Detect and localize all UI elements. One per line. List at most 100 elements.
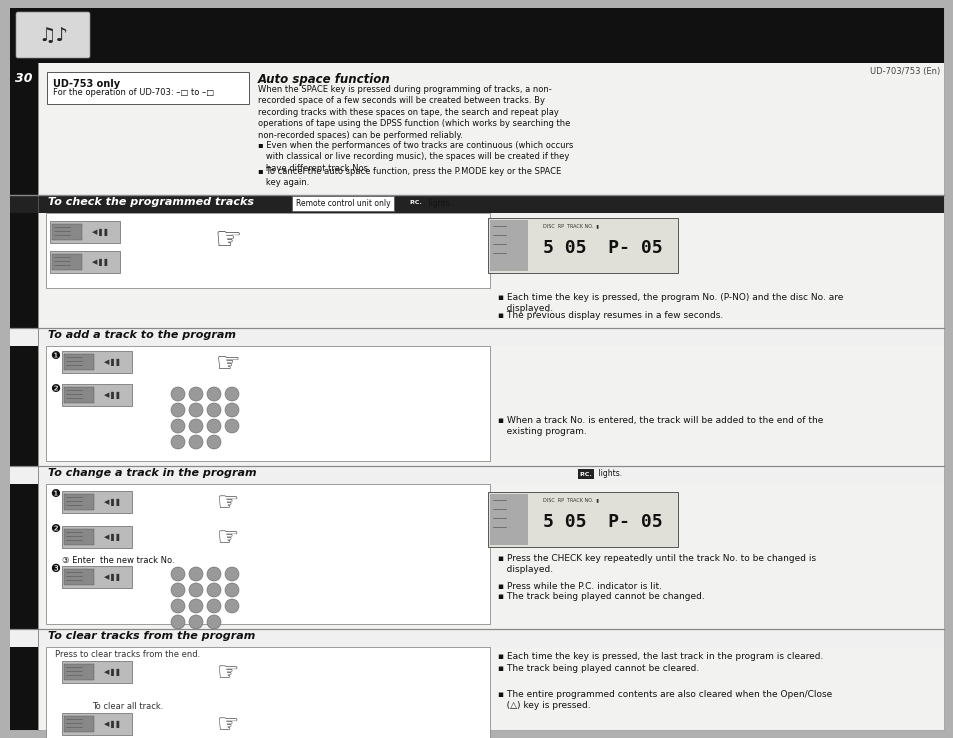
Bar: [46, 346, 490, 461]
Bar: [10, 466, 943, 484]
Text: ❷: ❷: [50, 384, 60, 394]
Circle shape: [189, 615, 203, 629]
Circle shape: [189, 567, 203, 581]
Circle shape: [171, 583, 185, 597]
Text: lights.: lights.: [426, 199, 452, 207]
Bar: [64, 569, 94, 585]
Circle shape: [225, 403, 239, 417]
Bar: [50, 221, 120, 243]
Bar: [62, 713, 132, 735]
Bar: [64, 387, 94, 403]
Text: To change a track in the program: To change a track in the program: [48, 468, 256, 478]
Text: P.C.: P.C.: [409, 201, 422, 205]
Text: 30: 30: [15, 72, 32, 84]
Text: ◀▐▐: ◀▐▐: [91, 258, 108, 266]
Text: ◀▐▐: ◀▐▐: [104, 720, 120, 728]
Bar: [50, 251, 120, 273]
Text: ◀▐▐: ◀▐▐: [104, 498, 120, 506]
Text: ◀▐▐: ◀▐▐: [104, 359, 120, 365]
Circle shape: [171, 615, 185, 629]
Bar: [490, 494, 527, 545]
Text: To clear all track.: To clear all track.: [92, 702, 164, 711]
Circle shape: [189, 387, 203, 401]
Bar: [10, 629, 943, 647]
Bar: [62, 566, 132, 588]
Circle shape: [171, 567, 185, 581]
Circle shape: [207, 403, 221, 417]
Circle shape: [225, 567, 239, 581]
Circle shape: [225, 387, 239, 401]
Bar: [10, 8, 943, 63]
Bar: [10, 328, 943, 346]
Circle shape: [207, 567, 221, 581]
Bar: [62, 661, 132, 683]
Bar: [64, 529, 94, 545]
Bar: [46, 647, 490, 738]
Text: ③ Enter  the new track No.: ③ Enter the new track No.: [62, 556, 174, 565]
Circle shape: [189, 419, 203, 433]
Text: ☞: ☞: [216, 713, 239, 737]
Bar: [64, 354, 94, 370]
Circle shape: [171, 435, 185, 449]
Circle shape: [207, 435, 221, 449]
Text: ◀▐▐: ◀▐▐: [104, 534, 120, 540]
Text: To add a track to the program: To add a track to the program: [48, 330, 235, 340]
Circle shape: [207, 615, 221, 629]
Circle shape: [189, 599, 203, 613]
Circle shape: [171, 599, 185, 613]
Bar: [62, 384, 132, 406]
Text: ◀▐▐: ◀▐▐: [104, 391, 120, 399]
Text: ☞: ☞: [214, 227, 241, 255]
Text: ▪ Press while the P.C. indicator is lit.: ▪ Press while the P.C. indicator is lit.: [497, 582, 661, 591]
Text: ☞: ☞: [216, 661, 239, 685]
Text: ♫♪: ♫♪: [38, 27, 68, 46]
Bar: [490, 220, 527, 271]
FancyBboxPatch shape: [16, 12, 90, 58]
Text: lights.: lights.: [596, 469, 621, 478]
Text: ◀▐▐: ◀▐▐: [91, 229, 108, 235]
Circle shape: [189, 583, 203, 597]
Text: ▪ Each time the key is pressed, the program No. (P-NO) and the disc No. are
   d: ▪ Each time the key is pressed, the prog…: [497, 293, 842, 314]
Text: DISC  RP  TRACK NO.  ▮: DISC RP TRACK NO. ▮: [542, 223, 598, 228]
Text: ❶: ❶: [50, 351, 60, 361]
Text: ◀▐▐: ◀▐▐: [104, 669, 120, 675]
Bar: [64, 664, 94, 680]
Text: Auto space function: Auto space function: [257, 73, 391, 86]
Text: ▪ To cancel the auto space function, press the P.MODE key or the SPACE
   key ag: ▪ To cancel the auto space function, pre…: [257, 167, 560, 187]
FancyBboxPatch shape: [578, 469, 594, 479]
Text: 5 05  P- 05: 5 05 P- 05: [542, 239, 662, 257]
Bar: [52, 254, 82, 270]
Text: UD-753 only: UD-753 only: [53, 79, 120, 89]
Text: Remote control unit only: Remote control unit only: [295, 199, 390, 209]
Text: ▪ The entire programmed contents are also cleared when the Open/Close
   (△) key: ▪ The entire programmed contents are als…: [497, 690, 831, 711]
Circle shape: [225, 599, 239, 613]
Text: ☞: ☞: [216, 491, 239, 515]
Text: For the operation of UD-703: –□ to –□: For the operation of UD-703: –□ to –□: [53, 88, 213, 97]
Bar: [62, 491, 132, 513]
Text: 5 05  P- 05: 5 05 P- 05: [542, 513, 662, 531]
Bar: [46, 484, 490, 624]
Text: ▪ The track being played cannot be cleared.: ▪ The track being played cannot be clear…: [497, 664, 699, 673]
Bar: [64, 716, 94, 732]
FancyBboxPatch shape: [407, 198, 424, 208]
Bar: [46, 213, 490, 288]
Circle shape: [225, 583, 239, 597]
Circle shape: [207, 583, 221, 597]
Circle shape: [189, 403, 203, 417]
Text: UD-703/753 (En): UD-703/753 (En): [869, 67, 939, 76]
FancyBboxPatch shape: [47, 72, 249, 104]
Circle shape: [207, 387, 221, 401]
Text: P.C.: P.C.: [579, 472, 592, 477]
Bar: [10, 63, 38, 730]
Text: To check the programmed tracks: To check the programmed tracks: [48, 197, 253, 207]
Text: To clear tracks from the program: To clear tracks from the program: [48, 631, 255, 641]
Text: ▪ Each time the key is pressed, the last track in the program is cleared.: ▪ Each time the key is pressed, the last…: [497, 652, 822, 661]
Bar: [10, 195, 943, 213]
Text: ▪ Press the CHECK key repeatedly until the track No. to be changed is
   display: ▪ Press the CHECK key repeatedly until t…: [497, 554, 815, 574]
Circle shape: [189, 435, 203, 449]
Text: ◀▐▐: ◀▐▐: [104, 573, 120, 581]
Text: ▪ The previous display resumes in a few seconds.: ▪ The previous display resumes in a few …: [497, 311, 722, 320]
Bar: [62, 351, 132, 373]
Bar: [52, 224, 82, 240]
Circle shape: [171, 419, 185, 433]
